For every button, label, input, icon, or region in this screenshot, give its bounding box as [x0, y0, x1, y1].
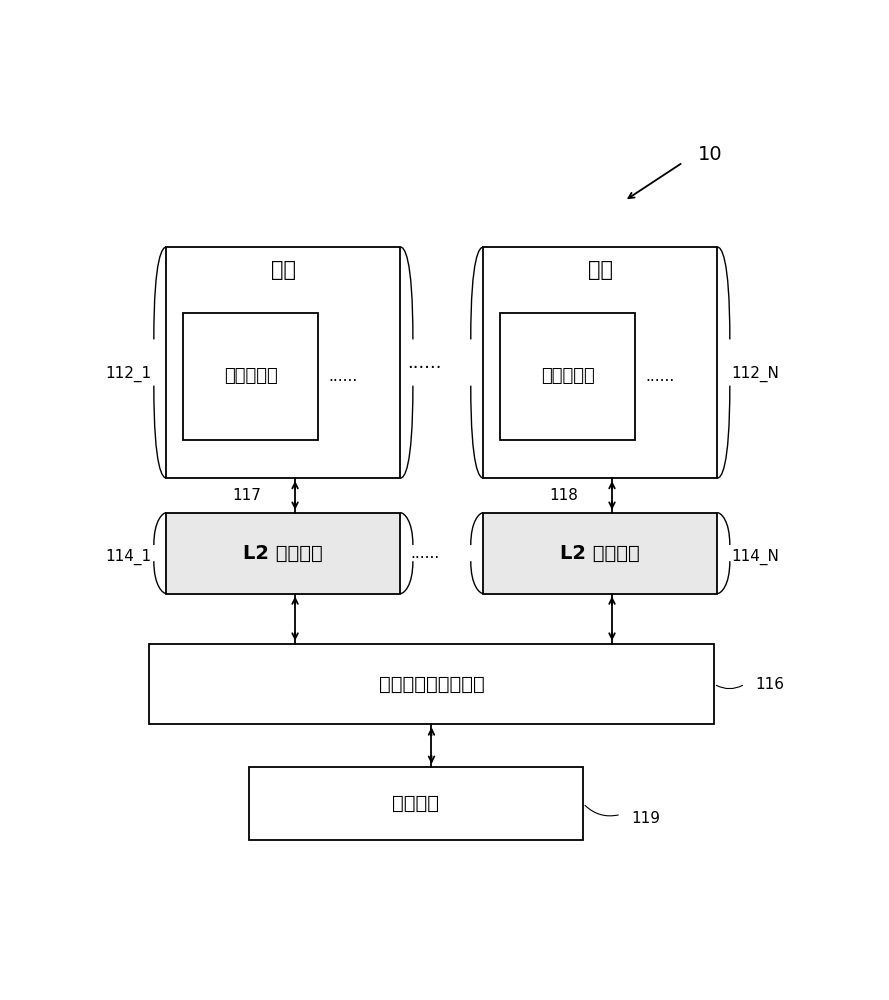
Text: 集群: 集群 [271, 260, 296, 280]
Text: 114_N: 114_N [732, 549, 780, 565]
Bar [166, 247, 401, 478]
Text: L2 高速缓存: L2 高速缓存 [244, 544, 324, 563]
Text: 117: 117 [232, 488, 261, 503]
Text: 集群: 集群 [588, 260, 613, 280]
Text: 112_1: 112_1 [105, 366, 151, 382]
Text: ......: ...... [407, 354, 442, 372]
Text: 112_N: 112_N [732, 366, 780, 382]
Bar [183, 312, 318, 440]
Bar [149, 644, 714, 724]
Text: L2 高速缓存: L2 高速缓存 [560, 544, 640, 563]
Text: 114_1: 114_1 [105, 549, 151, 565]
Bar [501, 312, 635, 440]
Text: ......: ...... [645, 369, 675, 384]
Bar [166, 513, 401, 594]
Text: 118: 118 [549, 488, 578, 503]
Text: ......: ...... [410, 546, 439, 561]
Text: 116: 116 [756, 677, 784, 692]
Bar [484, 247, 717, 478]
Text: 10: 10 [698, 145, 723, 164]
Bar [249, 767, 583, 840]
Text: 处理器核心: 处理器核心 [541, 367, 595, 385]
Bar [484, 513, 717, 594]
Text: ......: ...... [328, 369, 357, 384]
Text: 主存储器: 主存储器 [393, 794, 439, 813]
Text: 119: 119 [631, 811, 661, 826]
Text: 处理器核心: 处理器核心 [224, 367, 277, 385]
Text: 高速缓存一致性互联: 高速缓存一致性互联 [379, 675, 485, 694]
